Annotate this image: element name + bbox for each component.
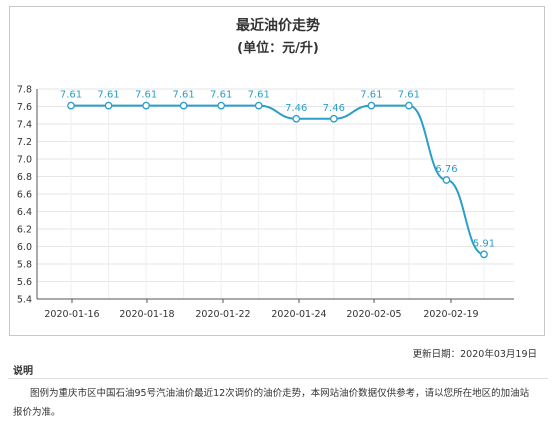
data-point [442, 176, 451, 184]
y-tick-label: 7.2 [17, 137, 32, 148]
data-label: 7.61 [135, 90, 157, 101]
data-label: 7.46 [285, 103, 307, 114]
data-label: 7.61 [360, 90, 382, 101]
notes-text: 图例为重庆市区中国石油95号汽油油价最近12次调价的油价走势，本网站油价数据仅供… [13, 388, 530, 418]
chart-subtitle: (单位：元/升) [237, 41, 319, 56]
data-label: 7.61 [398, 90, 420, 101]
notes-divider [8, 378, 548, 379]
y-tick-label: 7.6 [17, 102, 32, 113]
data-point [67, 101, 75, 110]
data-point [254, 101, 263, 110]
data-label: 7.61 [248, 90, 270, 101]
data-label: 7.61 [173, 90, 195, 101]
data-point [480, 250, 488, 259]
y-tick-label: 6.8 [17, 172, 32, 183]
data-point [142, 101, 150, 110]
chart-title: 最近油价走势 [236, 18, 320, 34]
y-tick-label: 6.0 [17, 242, 32, 253]
data-label: 7.61 [60, 90, 82, 101]
data-point [367, 101, 376, 110]
x-tick-label: 2020-02-19 [423, 309, 478, 320]
line-chart: 7.8 7.6 7.4 7.2 7.0 6.8 6.6 6.4 6.2 6.0 5.8 5.6 5.4 2… [17, 85, 514, 320]
data-label: 7.61 [97, 90, 119, 101]
y-tick-label: 7.4 [17, 120, 32, 131]
y-tick-label: 6.2 [17, 225, 32, 236]
update-date: 更新日期：2020年03月19日 [412, 349, 537, 360]
data-point [405, 101, 413, 110]
x-tick-label: 2020-01-18 [119, 309, 174, 320]
y-tick-label: 6.6 [17, 190, 32, 201]
data-label: 6.76 [435, 164, 457, 175]
x-tick-label: 2020-01-22 [195, 309, 250, 320]
notes-title: 说明 [13, 366, 33, 377]
data-point [179, 101, 188, 110]
data-label: 5.91 [473, 238, 495, 249]
data-point [104, 101, 113, 110]
chart-panel: 最近油价走势 (单位：元/升) 7.8 7.6 7.4 7.2 7.0 6.8 6.6 6.4… [9, 6, 545, 336]
x-tick-label: 2020-02-05 [346, 309, 401, 320]
y-tick-label: 6.4 [17, 207, 32, 218]
y-tick-label: 7.0 [17, 155, 32, 166]
x-tick-label: 2020-01-16 [44, 309, 99, 320]
y-tick-label: 7.8 [17, 85, 32, 96]
y-tick-label: 5.4 [17, 295, 32, 306]
data-point [329, 114, 338, 123]
data-label: 7.61 [210, 90, 232, 101]
data-point [217, 101, 226, 110]
data-point [292, 114, 301, 123]
y-tick-label: 5.6 [17, 277, 32, 288]
data-label: 7.46 [323, 103, 345, 114]
x-tick-label: 2020-01-24 [271, 309, 326, 320]
y-tick-label: 5.8 [17, 260, 32, 271]
